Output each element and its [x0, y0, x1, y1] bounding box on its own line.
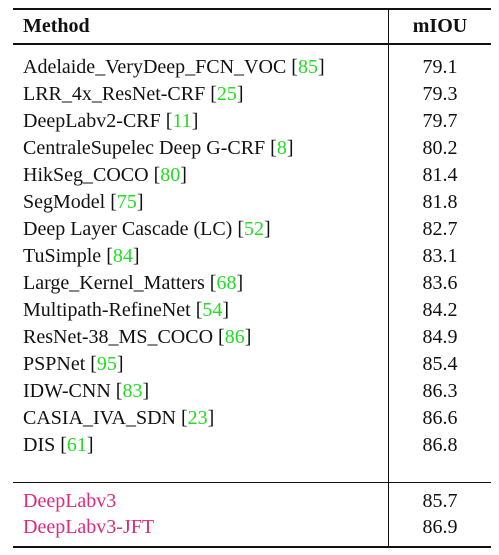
method-name: Adelaide_VeryDeep_FCN_VOC [23, 56, 287, 78]
table-row: CASIA_IVA_SDN [23] 86.6 [0, 405, 499, 431]
top-rule [13, 8, 491, 10]
table-row: DeepLabv2-CRF [11] 79.7 [0, 108, 499, 134]
method-cell: Large_Kernel_Matters [68] [23, 272, 244, 294]
method-name: Multipath-RefineNet [23, 299, 191, 321]
citation-link[interactable]: 54 [202, 299, 223, 321]
method-cell: TuSimple [84] [23, 245, 140, 267]
method-cell: CentraleSupelec Deep G-CRF [8] [23, 137, 294, 159]
method-name: ResNet-38_MS_COCO [23, 326, 214, 348]
citation-link[interactable]: 85 [297, 56, 318, 78]
table-row: Adelaide_VeryDeep_FCN_VOC [85] 79.1 [0, 54, 499, 80]
miou-value: 86.6 [422, 407, 458, 429]
citation-link[interactable]: 52 [244, 218, 265, 240]
table-row: CentraleSupelec Deep G-CRF [8] 80.2 [0, 135, 499, 161]
citation-link[interactable]: 84 [112, 245, 133, 267]
miou-value: 80.2 [422, 137, 458, 159]
miou-value: 84.9 [422, 326, 458, 348]
method-cell: ResNet-38_MS_COCO [86] [23, 326, 252, 348]
method-cell: PSPNet [95] [23, 353, 124, 375]
method-name: PSPNet [23, 353, 86, 375]
citation-link[interactable]: 11 [172, 110, 192, 132]
miou-value: 85.4 [422, 353, 458, 375]
table-row: DIS [61] 86.8 [0, 432, 499, 458]
miou-value: 86.3 [422, 380, 458, 402]
table-row: SegModel [75] 81.8 [0, 189, 499, 215]
header-miou: mIOU [412, 15, 468, 37]
ours-miou-value: 85.7 [422, 490, 458, 512]
table-row: HikSeg_COCO [80] 81.4 [0, 162, 499, 188]
table-row: ResNet-38_MS_COCO [86] 84.9 [0, 324, 499, 350]
table-row: Multipath-RefineNet [54] 84.2 [0, 297, 499, 323]
method-cell: DIS [61] [23, 434, 94, 456]
miou-value: 83.6 [422, 272, 458, 294]
miou-value: 82.7 [422, 218, 458, 240]
method-name: Deep Layer Cascade (LC) [23, 218, 233, 240]
method-cell: Deep Layer Cascade (LC) [52] [23, 218, 271, 240]
table-row: Deep Layer Cascade (LC) [52] 82.7 [0, 216, 499, 242]
citation-link[interactable]: 68 [216, 272, 237, 294]
method-cell: SegModel [75] [23, 191, 144, 213]
method-cell: Multipath-RefineNet [54] [23, 299, 230, 321]
miou-value: 79.3 [422, 83, 458, 105]
method-name: CASIA_IVA_SDN [23, 407, 176, 429]
ours-method-name: DeepLabv3 [23, 490, 117, 512]
miou-value: 83.1 [422, 245, 458, 267]
citation-link[interactable]: 23 [187, 407, 208, 429]
table-row: PSPNet [95] 85.4 [0, 351, 499, 377]
ours-row: DeepLabv3 85.7 [0, 488, 499, 514]
header-row: Method mIOU [0, 13, 499, 39]
table-row: LRR_4x_ResNet-CRF [25] 79.3 [0, 81, 499, 107]
method-name: CentraleSupelec Deep G-CRF [23, 137, 266, 159]
section-rule [13, 482, 491, 483]
miou-value: 86.8 [422, 434, 458, 456]
citation-link[interactable]: 25 [216, 83, 237, 105]
table-row: TuSimple [84] 83.1 [0, 243, 499, 269]
miou-value: 79.1 [422, 56, 458, 78]
citation-link[interactable]: 95 [96, 353, 117, 375]
method-name: HikSeg_COCO [23, 164, 149, 186]
citation-link[interactable]: 80 [160, 164, 181, 186]
citation-link[interactable]: 8 [276, 137, 287, 159]
miou-value: 79.7 [422, 110, 458, 132]
method-name: IDW-CNN [23, 380, 111, 402]
table-row: Large_Kernel_Matters [68] 83.6 [0, 270, 499, 296]
citation-link[interactable]: 75 [116, 191, 137, 213]
table-row: IDW-CNN [83] 86.3 [0, 378, 499, 404]
citation-link[interactable]: 83 [122, 380, 143, 402]
method-cell: LRR_4x_ResNet-CRF [25] [23, 83, 244, 105]
method-cell: DeepLabv2-CRF [11] [23, 110, 199, 132]
method-name: Large_Kernel_Matters [23, 272, 205, 294]
citation-link[interactable]: 86 [224, 326, 245, 348]
miou-value: 81.8 [422, 191, 458, 213]
ours-row: DeepLabv3-JFT 86.9 [0, 514, 499, 540]
miou-value: 81.4 [422, 164, 458, 186]
bottom-rule [13, 546, 491, 548]
method-name: SegModel [23, 191, 106, 213]
method-name: LRR_4x_ResNet-CRF [23, 83, 206, 105]
method-name: DeepLabv2-CRF [23, 110, 161, 132]
citation-link[interactable]: 61 [66, 434, 87, 456]
method-cell: IDW-CNN [83] [23, 380, 150, 402]
column-divider [388, 8, 389, 548]
ours-method-name: DeepLabv3-JFT [23, 516, 155, 538]
header-method: Method [23, 15, 90, 37]
ours-miou-value: 86.9 [422, 516, 458, 538]
method-cell: Adelaide_VeryDeep_FCN_VOC [85] [23, 56, 325, 78]
header-rule [13, 43, 491, 45]
method-cell: CASIA_IVA_SDN [23] [23, 407, 215, 429]
method-name: TuSimple [23, 245, 102, 267]
method-name: DIS [23, 434, 56, 456]
method-cell: HikSeg_COCO [80] [23, 164, 187, 186]
miou-value: 84.2 [422, 299, 458, 321]
